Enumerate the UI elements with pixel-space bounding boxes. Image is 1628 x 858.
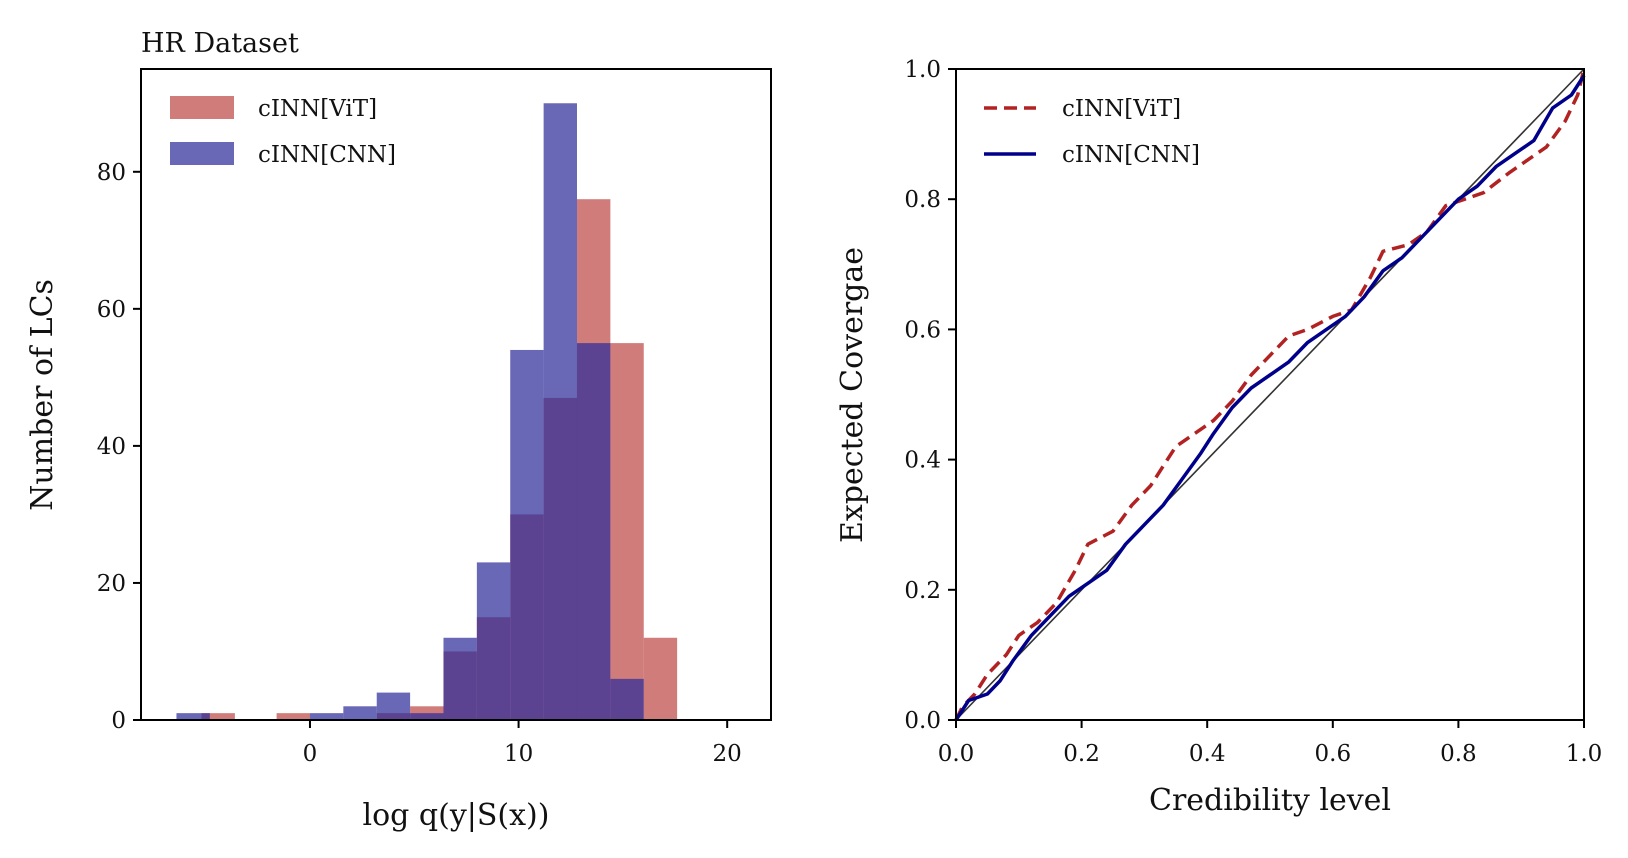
histogram-x-tick-label: 0: [303, 741, 318, 767]
cnn-histogram-bar: [343, 706, 377, 720]
vit-histogram-bar: [276, 713, 310, 720]
cnn-histogram-bar: [510, 349, 544, 720]
vit-histogram-bar: [201, 713, 235, 720]
coverage-x-tick-label: 1.0: [1566, 741, 1603, 767]
coverage-y-tick-label: 0.2: [904, 578, 941, 604]
cnn-histogram-bar: [410, 713, 444, 720]
histogram-y-tick-label: 40: [97, 434, 126, 460]
cnn-coverage-line: [954, 74, 1586, 721]
histogram-x-ticks: 0 10 20: [303, 720, 742, 767]
cnn-histogram-bar: [309, 713, 344, 720]
coverage-y-tick-label: 0.8: [904, 187, 941, 213]
coverage-x-axis-label: Credibility level: [1149, 783, 1391, 818]
histogram-x-axis-label: log q(y|S(x)): [363, 798, 550, 833]
coverage-legend-label-vit: cINN[ViT]: [1062, 96, 1181, 122]
coverage-y-tick-label: 0.4: [904, 448, 941, 474]
histogram-y-ticks: 0 20 40 60 80: [97, 160, 141, 734]
coverage-panel: 0.0 0.2 0.4 0.6 0.8 1.0 0.0 0.2 0.4 0.6 0.8 1.0 Cr…: [835, 57, 1602, 818]
histogram-y-tick-label: 0: [111, 708, 126, 734]
coverage-y-ticks: 0.0 0.2 0.4 0.6 0.8 1.0: [904, 57, 956, 734]
histogram-y-tick-label: 20: [97, 571, 126, 597]
coverage-y-tick-label: 1.0: [904, 57, 941, 83]
histogram-axes-frame: [140, 68, 772, 721]
coverage-x-ticks: 0.0 0.2 0.4 0.6 0.8 1.0: [938, 720, 1603, 767]
coverage-legend: cINN[ViT] cINN[CNN]: [984, 96, 1200, 168]
coverage-x-tick-label: 0.0: [938, 741, 975, 767]
coverage-y-tick-label: 0.0: [904, 708, 941, 734]
coverage-x-tick-label: 0.2: [1063, 741, 1100, 767]
coverage-x-tick-label: 0.8: [1440, 741, 1477, 767]
cnn-histogram-bar: [610, 678, 644, 720]
legend-label-cnn: cINN[CNN]: [258, 142, 396, 168]
cnn-histogram-bar: [576, 343, 611, 720]
cnn-histogram-bar: [176, 713, 210, 720]
cnn-histogram-bar: [543, 103, 577, 720]
histogram-y-tick-label: 80: [97, 160, 126, 186]
histogram-legend: cINN[ViT] cINN[CNN]: [170, 96, 396, 168]
histogram-x-tick-label: 10: [504, 741, 533, 767]
legend-swatch-vit: [170, 96, 234, 119]
vit-coverage-line: [954, 68, 1586, 721]
histogram-y-axis-label: Number of LCs: [25, 279, 60, 511]
coverage-x-tick-label: 0.4: [1189, 741, 1226, 767]
coverage-legend-label-cnn: cINN[CNN]: [1062, 142, 1200, 168]
histogram-panel: HR Dataset 0 10 20 0 20 40 60 80 log q(y|S(x))…: [25, 28, 772, 833]
histogram-title: HR Dataset: [141, 28, 299, 59]
coverage-y-tick-label: 0.6: [904, 317, 941, 343]
vit-histogram-bar: [610, 343, 644, 720]
cnn-histogram-bars: [176, 103, 644, 720]
coverage-x-tick-label: 0.6: [1315, 741, 1352, 767]
vit-histogram-bar: [643, 637, 678, 720]
legend-swatch-cnn: [170, 142, 234, 165]
cnn-histogram-bar: [476, 562, 511, 720]
cnn-histogram-bar: [376, 692, 411, 720]
cnn-histogram-bar: [443, 637, 477, 720]
coverage-axes-frame: [955, 68, 1585, 721]
histogram-y-tick-label: 60: [97, 297, 126, 323]
coverage-y-axis-label: Expected Covergae: [835, 247, 870, 543]
legend-label-vit: cINN[ViT]: [258, 96, 377, 122]
reference-diagonal-line: [955, 68, 1585, 721]
histogram-x-tick-label: 20: [713, 741, 742, 767]
